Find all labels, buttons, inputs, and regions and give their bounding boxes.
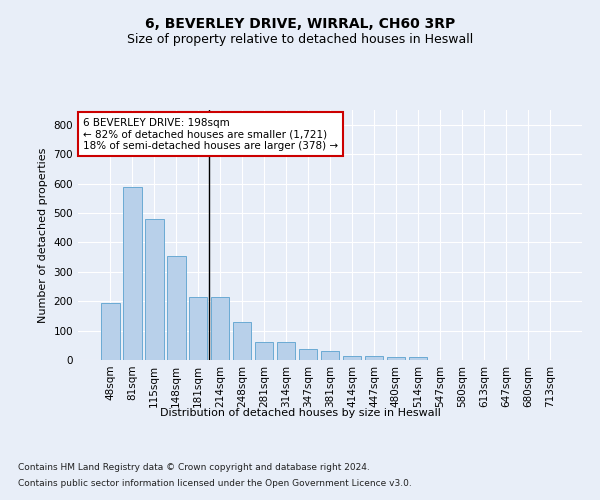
Text: Contains public sector information licensed under the Open Government Licence v3: Contains public sector information licen… bbox=[18, 479, 412, 488]
Bar bbox=[365, 356, 383, 360]
Text: Contains HM Land Registry data © Crown copyright and database right 2024.: Contains HM Land Registry data © Crown c… bbox=[18, 462, 370, 471]
Bar bbox=[299, 349, 317, 360]
Text: Size of property relative to detached houses in Heswall: Size of property relative to detached ho… bbox=[127, 32, 473, 46]
Y-axis label: Number of detached properties: Number of detached properties bbox=[38, 148, 48, 322]
Text: Distribution of detached houses by size in Heswall: Distribution of detached houses by size … bbox=[160, 408, 440, 418]
Bar bbox=[277, 342, 295, 360]
Bar bbox=[145, 219, 164, 360]
Text: 6 BEVERLEY DRIVE: 198sqm
← 82% of detached houses are smaller (1,721)
18% of sem: 6 BEVERLEY DRIVE: 198sqm ← 82% of detach… bbox=[83, 118, 338, 150]
Bar bbox=[101, 303, 119, 360]
Bar bbox=[409, 357, 427, 360]
Bar bbox=[189, 297, 208, 360]
Bar bbox=[233, 322, 251, 360]
Bar bbox=[211, 297, 229, 360]
Bar bbox=[123, 187, 142, 360]
Bar bbox=[255, 342, 274, 360]
Text: 6, BEVERLEY DRIVE, WIRRAL, CH60 3RP: 6, BEVERLEY DRIVE, WIRRAL, CH60 3RP bbox=[145, 18, 455, 32]
Bar bbox=[320, 350, 340, 360]
Bar bbox=[386, 357, 405, 360]
Bar bbox=[167, 256, 185, 360]
Bar bbox=[343, 356, 361, 360]
